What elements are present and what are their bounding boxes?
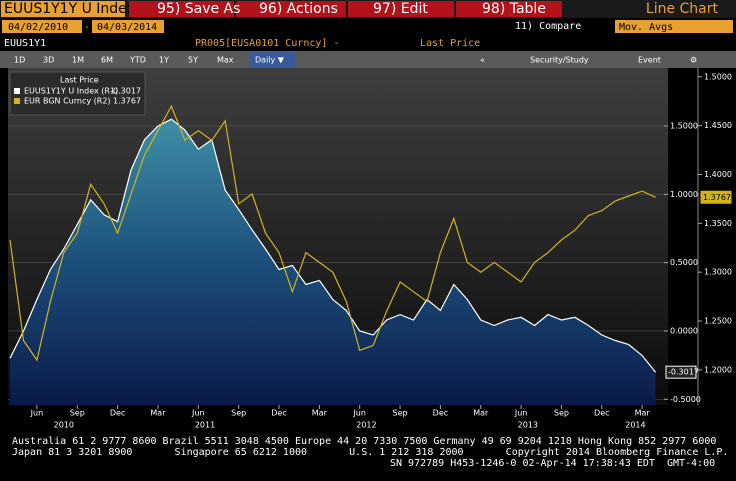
period-button[interactable]: 6M <box>101 56 113 65</box>
x-tick-label: Jun <box>191 409 205 418</box>
x-tick-label: Dec <box>433 409 448 418</box>
collapse[interactable]: « <box>480 56 485 65</box>
year-label: 2012 <box>356 421 376 430</box>
button[interactable] <box>236 1 346 17</box>
date-row <box>0 18 736 35</box>
date-box[interactable] <box>2 20 82 33</box>
event[interactable]: Event <box>638 56 661 65</box>
line <box>9 104 656 362</box>
x-tick-label: Dec <box>110 409 125 418</box>
y-tick-label: -0.5000 <box>670 395 701 404</box>
last-value-tag <box>700 190 732 204</box>
start-date: 04/02/2010 <box>8 22 68 33</box>
line <box>9 118 657 373</box>
y2-tick-label: 1.4500 <box>704 121 732 130</box>
legend-swatch <box>14 88 20 94</box>
year-label: 2013 <box>518 421 538 430</box>
settings-icon[interactable]: ⚙ <box>690 56 697 65</box>
period-button[interactable]: 1M <box>72 56 84 65</box>
footer-line: Japan 81 3 3201 8900 Singapore 65 6212 1… <box>12 447 728 458</box>
x-tick-label: Mar <box>473 409 489 418</box>
x-tick-label: Jun <box>352 409 366 418</box>
legend-value: 1.3767 <box>113 97 141 106</box>
footer-line: Australia 61 2 9777 8600 Brazil 5511 304… <box>12 436 716 447</box>
y-tick-label: 1.0000 <box>670 190 698 199</box>
y-tick-label: 0.0000 <box>670 326 698 335</box>
last-value-label: -0.3017 <box>668 368 699 377</box>
last-value-label: 1.3767 <box>703 193 731 202</box>
row-security: PR005[EUSA0101 Curncy] - <box>195 38 340 49</box>
period-button[interactable]: 5Y <box>188 56 198 65</box>
x-tick-label: Sep <box>70 409 85 418</box>
button[interactable] <box>348 1 454 17</box>
y2-tick-label: 1.3500 <box>704 219 732 228</box>
y-tick-label: 0.5000 <box>670 258 698 267</box>
button-label: 97) Edit <box>373 1 428 17</box>
row-ticker: EUUS1Y1 <box>4 38 46 49</box>
legend-label: EUUS1Y1Y U Index (R1) <box>24 87 118 96</box>
footer <box>0 433 736 481</box>
x-tick-label: Mar <box>635 409 651 418</box>
period-button[interactable]: 3D <box>43 56 54 65</box>
ticker-box[interactable] <box>1 1 125 17</box>
study[interactable]: Security/Study <box>530 56 589 65</box>
legend <box>9 71 146 116</box>
date-box[interactable] <box>92 20 164 33</box>
end-date: 04/03/2014 <box>97 22 157 33</box>
area <box>10 119 656 405</box>
legend-swatch <box>14 98 20 104</box>
period-button[interactable]: YTD <box>129 56 146 65</box>
view-title: Line Chart <box>646 1 719 17</box>
legend-title: Last Price <box>60 76 99 85</box>
x-tick-label: Mar <box>150 409 166 418</box>
y2-tick-label: 1.5000 <box>704 72 732 81</box>
button-label: 98) Table <box>482 1 546 17</box>
mov-avgs: Mov. Avgs <box>619 22 673 33</box>
toolbar <box>0 51 736 68</box>
row-field: Last Price <box>420 38 480 49</box>
y2-tick-label: 1.3000 <box>704 268 732 277</box>
button-label: 96) Actions <box>259 1 338 17</box>
period-button[interactable]: 1Y <box>159 56 169 65</box>
y-tick-label: 1.5000 <box>670 122 698 131</box>
x-tick-label: Sep <box>393 409 408 418</box>
y2-tick-label: 1.2000 <box>704 365 732 374</box>
frequency[interactable]: Daily ▼ <box>255 56 285 65</box>
footer-line: SN 972789 H453-1246-0 02-Apr-14 17:38:43… <box>390 458 715 469</box>
date-sep: - <box>84 22 90 33</box>
year-label: 2010 <box>54 421 74 430</box>
ticker: EUUS1Y1Y U Index <box>4 1 135 17</box>
x-tick-label: Dec <box>271 409 286 418</box>
x-tick-label: Sep <box>231 409 246 418</box>
legend-label: EUR BGN Curncy (R2) <box>24 97 111 106</box>
year-label: 2011 <box>195 421 215 430</box>
compare[interactable]: 11) Compare <box>515 21 581 32</box>
frequency-box[interactable] <box>250 52 295 67</box>
period-button[interactable]: Max <box>217 56 234 65</box>
x-tick-label: Dec <box>594 409 609 418</box>
year-label: 2014 <box>625 421 645 430</box>
button[interactable] <box>129 1 234 17</box>
period-button[interactable]: 1D <box>14 56 25 65</box>
button[interactable] <box>456 1 562 17</box>
x-tick-label: Sep <box>554 409 569 418</box>
x-tick-label: Mar <box>312 409 328 418</box>
x-tick-label: Jun <box>30 409 44 418</box>
y2-tick-label: 1.4000 <box>704 170 732 179</box>
x-tick-label: Jun <box>514 409 528 418</box>
legend-value: -0.3017 <box>110 87 141 96</box>
mov-avgs-box[interactable] <box>615 20 733 33</box>
last-value-tag <box>665 365 697 379</box>
y2-tick-label: 1.2500 <box>704 317 732 326</box>
button-label: 95) Save As <box>157 1 240 17</box>
